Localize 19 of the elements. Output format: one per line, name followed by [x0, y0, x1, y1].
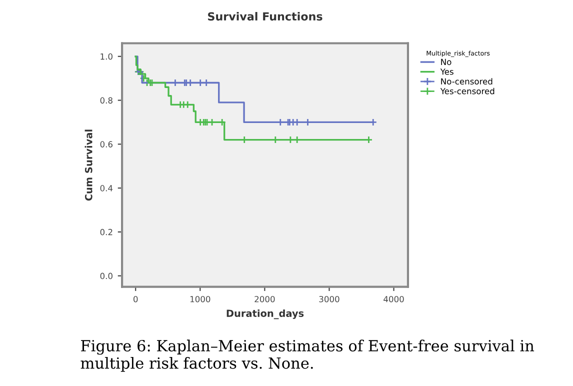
- legend-label: Yes: [440, 68, 454, 75]
- y-tick-label: 0.2: [100, 228, 112, 236]
- y-tick-label: 0.6: [100, 141, 112, 148]
- chart-title: Survival Functions: [208, 12, 322, 21]
- y-tick-label: 0.8: [100, 97, 112, 104]
- y-axis-title: Cum Survival: [84, 130, 92, 201]
- x-tick-label: 1000: [190, 296, 210, 302]
- x-tick-label: 3000: [319, 296, 340, 302]
- legend-label: Yes-censored: [440, 88, 494, 94]
- y-tick-label: 0.0: [100, 272, 112, 280]
- x-tick-label: 2000: [254, 296, 275, 302]
- legend-label: No: [441, 58, 452, 66]
- y-tick-label: 1.0: [100, 53, 112, 60]
- x-tick-label: 4000: [384, 296, 404, 302]
- legend-label: No-censored: [441, 78, 492, 85]
- y-tick-label: 0.4: [100, 185, 113, 192]
- caption: Figure 6: Kaplan–Meier estimates of Event-free survival in multiple risk factors vs. None.: [80, 340, 534, 372]
- x-axis-title: Duration_days: [226, 309, 304, 320]
- x-tick-label: 0: [134, 296, 138, 302]
